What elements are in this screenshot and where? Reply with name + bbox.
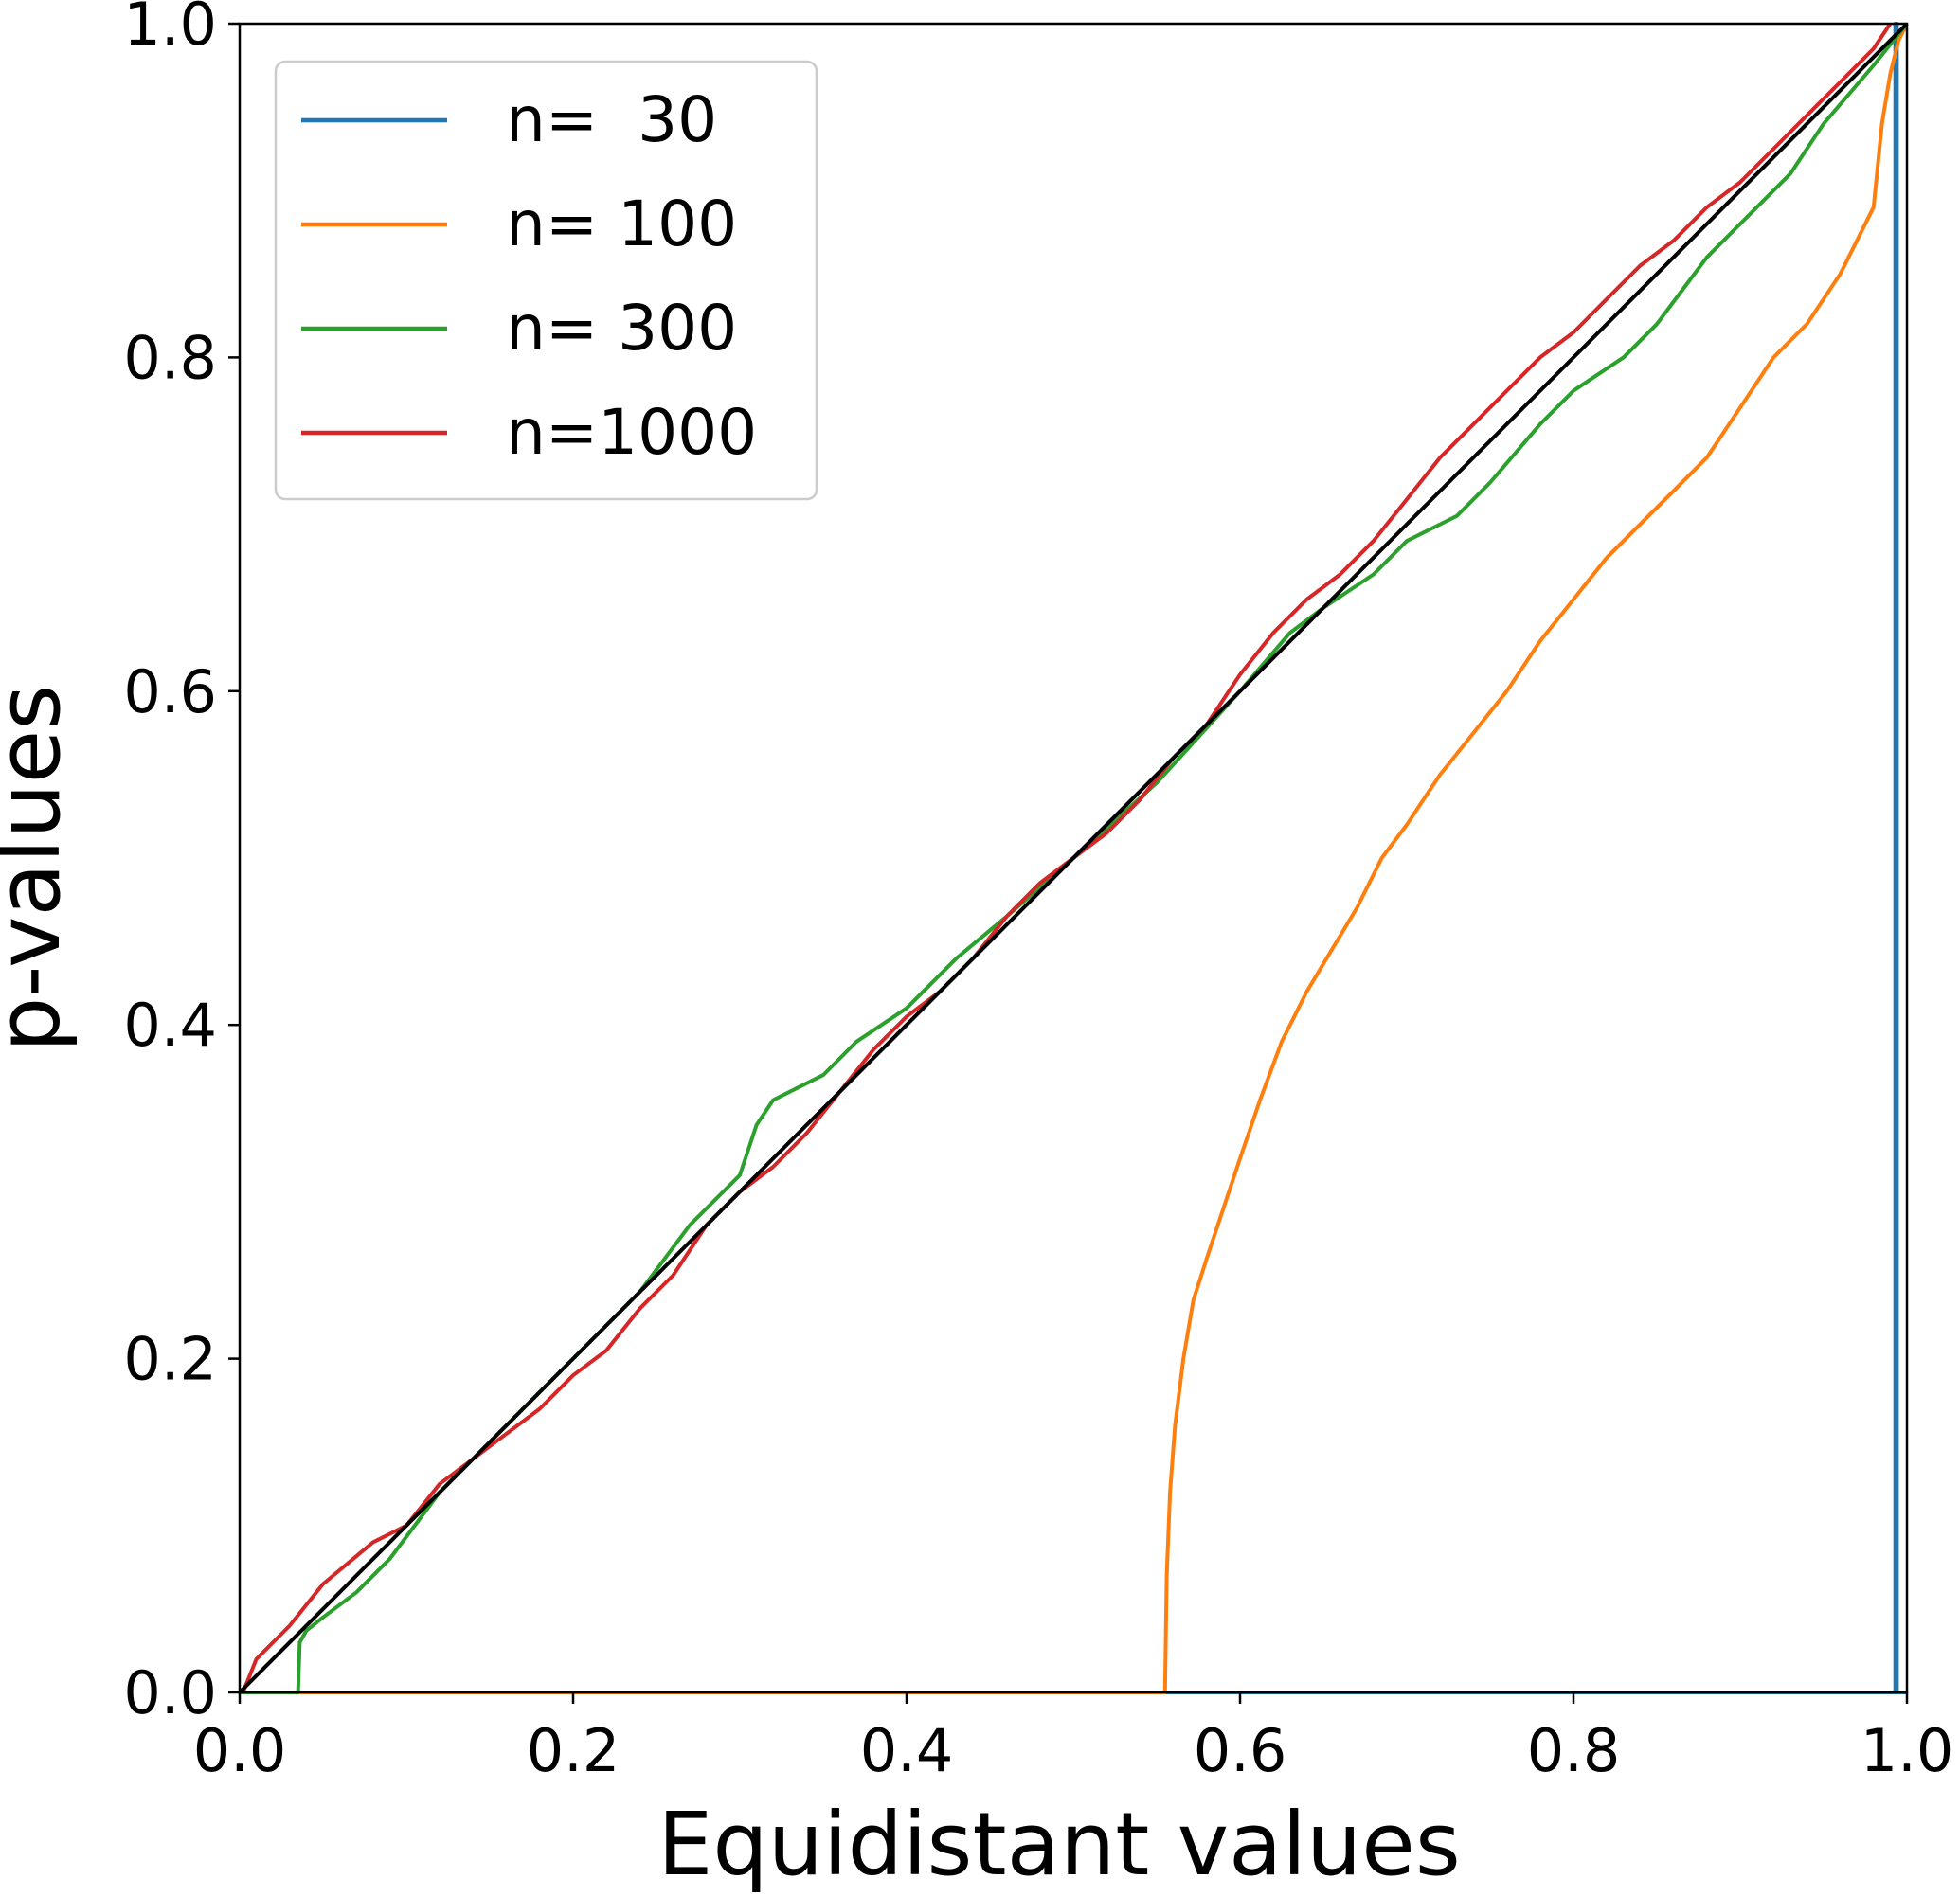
x-tick-label: 1.0 xyxy=(1861,1716,1954,1785)
y-tick-label: 0.0 xyxy=(123,1658,217,1727)
ticks-layer: 0.0 0.2 0.4 0.6 0.8 1.0 0.0 0.2 0.4 0.6 0.8 1.0 xyxy=(123,0,1953,1785)
y-tick-label: 0.8 xyxy=(123,323,217,392)
legend-box xyxy=(274,60,818,501)
legend-label-1: n= 100 xyxy=(506,188,737,260)
legend-label-3: n=1000 xyxy=(506,396,757,469)
legend-label-2: n= 300 xyxy=(506,292,737,365)
legend: n= 30 n= 100 n= 300 n=1000 xyxy=(274,60,818,501)
y-axis-label: p-values xyxy=(0,685,80,1052)
reference-diagonal-line xyxy=(238,22,1909,1694)
y-tick-label: 0.4 xyxy=(123,991,217,1060)
x-tick-label: 0.4 xyxy=(860,1716,954,1785)
series-line-1 xyxy=(240,23,1909,1694)
x-tick-label: 0.6 xyxy=(1194,1716,1287,1785)
x-tick-label: 0.0 xyxy=(193,1716,287,1785)
x-axis-label: Equidistant values xyxy=(657,1794,1461,1895)
y-tick-label: 0.6 xyxy=(123,657,217,726)
legend-label-0: n= 30 xyxy=(506,83,717,156)
x-tick-label: 0.8 xyxy=(1527,1716,1621,1785)
series-line-2 xyxy=(240,22,1909,1694)
y-tick-label: 0.2 xyxy=(123,1325,217,1394)
x-tick-label: 0.2 xyxy=(527,1716,620,1785)
y-tick-label: 1.0 xyxy=(123,0,217,59)
legend-items: n= 30 n= 100 n= 300 n=1000 xyxy=(301,83,757,469)
plot-frame xyxy=(238,22,1909,1694)
